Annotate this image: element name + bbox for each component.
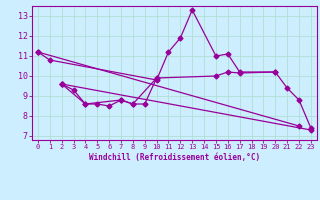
X-axis label: Windchill (Refroidissement éolien,°C): Windchill (Refroidissement éolien,°C) (89, 153, 260, 162)
